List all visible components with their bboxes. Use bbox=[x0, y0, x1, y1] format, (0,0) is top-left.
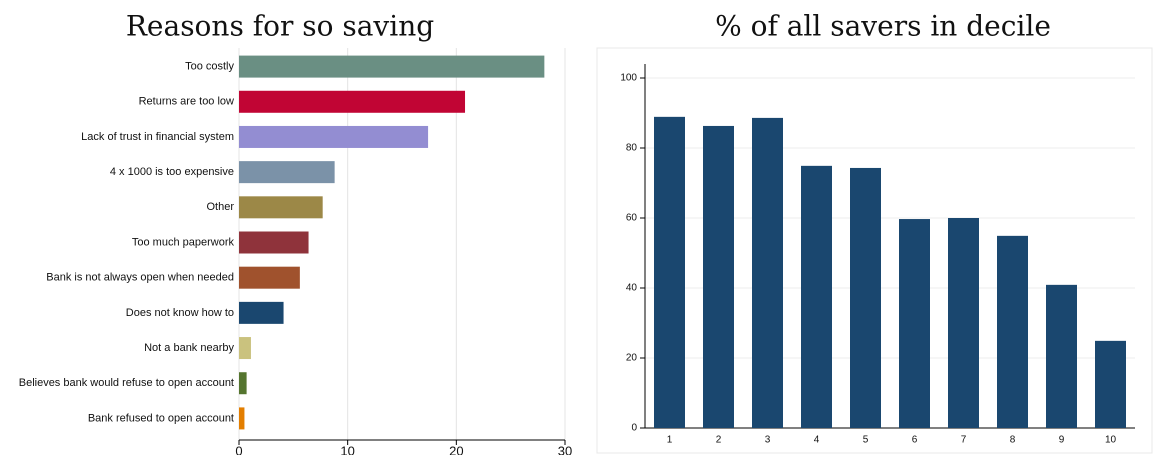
bar bbox=[1046, 284, 1077, 428]
bar bbox=[703, 125, 734, 428]
bar bbox=[1095, 340, 1126, 428]
bar bbox=[239, 337, 251, 360]
y-tick-label: Bank is not always open when needed bbox=[46, 272, 234, 284]
y-tick-label: Returns are too low bbox=[139, 96, 234, 108]
y-tick-label: 20 bbox=[626, 353, 638, 364]
y-tick-label: Other bbox=[206, 201, 234, 213]
x-tick-label: 20 bbox=[449, 443, 463, 455]
x-tick-label: 3 bbox=[765, 435, 771, 446]
panel-border bbox=[596, 47, 1153, 454]
bar bbox=[752, 117, 783, 429]
bar bbox=[801, 165, 832, 428]
bar bbox=[239, 266, 300, 289]
bar bbox=[997, 235, 1028, 428]
x-tick-label: 30 bbox=[558, 443, 572, 455]
bar bbox=[239, 301, 284, 324]
x-tick-label: 1 bbox=[667, 435, 673, 446]
bar bbox=[239, 231, 309, 254]
bar bbox=[239, 161, 335, 184]
x-tick-label: 5 bbox=[863, 435, 869, 446]
bar bbox=[239, 407, 245, 430]
y-tick-label: Believes bank would refuse to open accou… bbox=[19, 377, 234, 389]
y-tick-label: 40 bbox=[626, 283, 638, 294]
bar bbox=[850, 167, 881, 428]
x-tick-label: 0 bbox=[235, 443, 242, 455]
y-tick-label: Does not know how to bbox=[126, 307, 234, 319]
bar bbox=[239, 196, 323, 219]
x-tick-label: 10 bbox=[1105, 435, 1117, 446]
x-tick-label: 9 bbox=[1059, 435, 1065, 446]
x-tick-label: 7 bbox=[961, 435, 967, 446]
y-tick-label: Lack of trust in financial system bbox=[81, 131, 234, 143]
chart-title: Reasons for so saving bbox=[126, 10, 434, 43]
y-tick-label: Not a bank nearby bbox=[144, 342, 234, 354]
bar bbox=[239, 372, 247, 395]
bar bbox=[239, 90, 466, 113]
x-tick-label: 2 bbox=[716, 435, 722, 446]
x-tick-label: 8 bbox=[1010, 435, 1016, 446]
y-tick-label: 100 bbox=[620, 73, 637, 84]
x-tick-label: 4 bbox=[814, 435, 820, 446]
x-tick-label: 6 bbox=[912, 435, 918, 446]
bar bbox=[654, 116, 685, 428]
y-tick-label: Bank refused to open account bbox=[88, 412, 234, 424]
bar bbox=[948, 218, 979, 428]
y-tick-label: 80 bbox=[626, 143, 638, 154]
y-tick-label: 4 x 1000 is too expensive bbox=[110, 166, 234, 178]
y-tick-label: 60 bbox=[626, 213, 638, 224]
chart-title: % of all savers in decile bbox=[715, 10, 1051, 43]
y-tick-label: 0 bbox=[631, 423, 637, 434]
bar bbox=[239, 55, 545, 78]
x-tick-label: 10 bbox=[340, 443, 354, 455]
y-tick-label: Too much paperwork bbox=[132, 236, 235, 248]
y-tick-label: Too costly bbox=[185, 60, 234, 72]
bar bbox=[239, 125, 429, 148]
bar bbox=[899, 219, 930, 428]
